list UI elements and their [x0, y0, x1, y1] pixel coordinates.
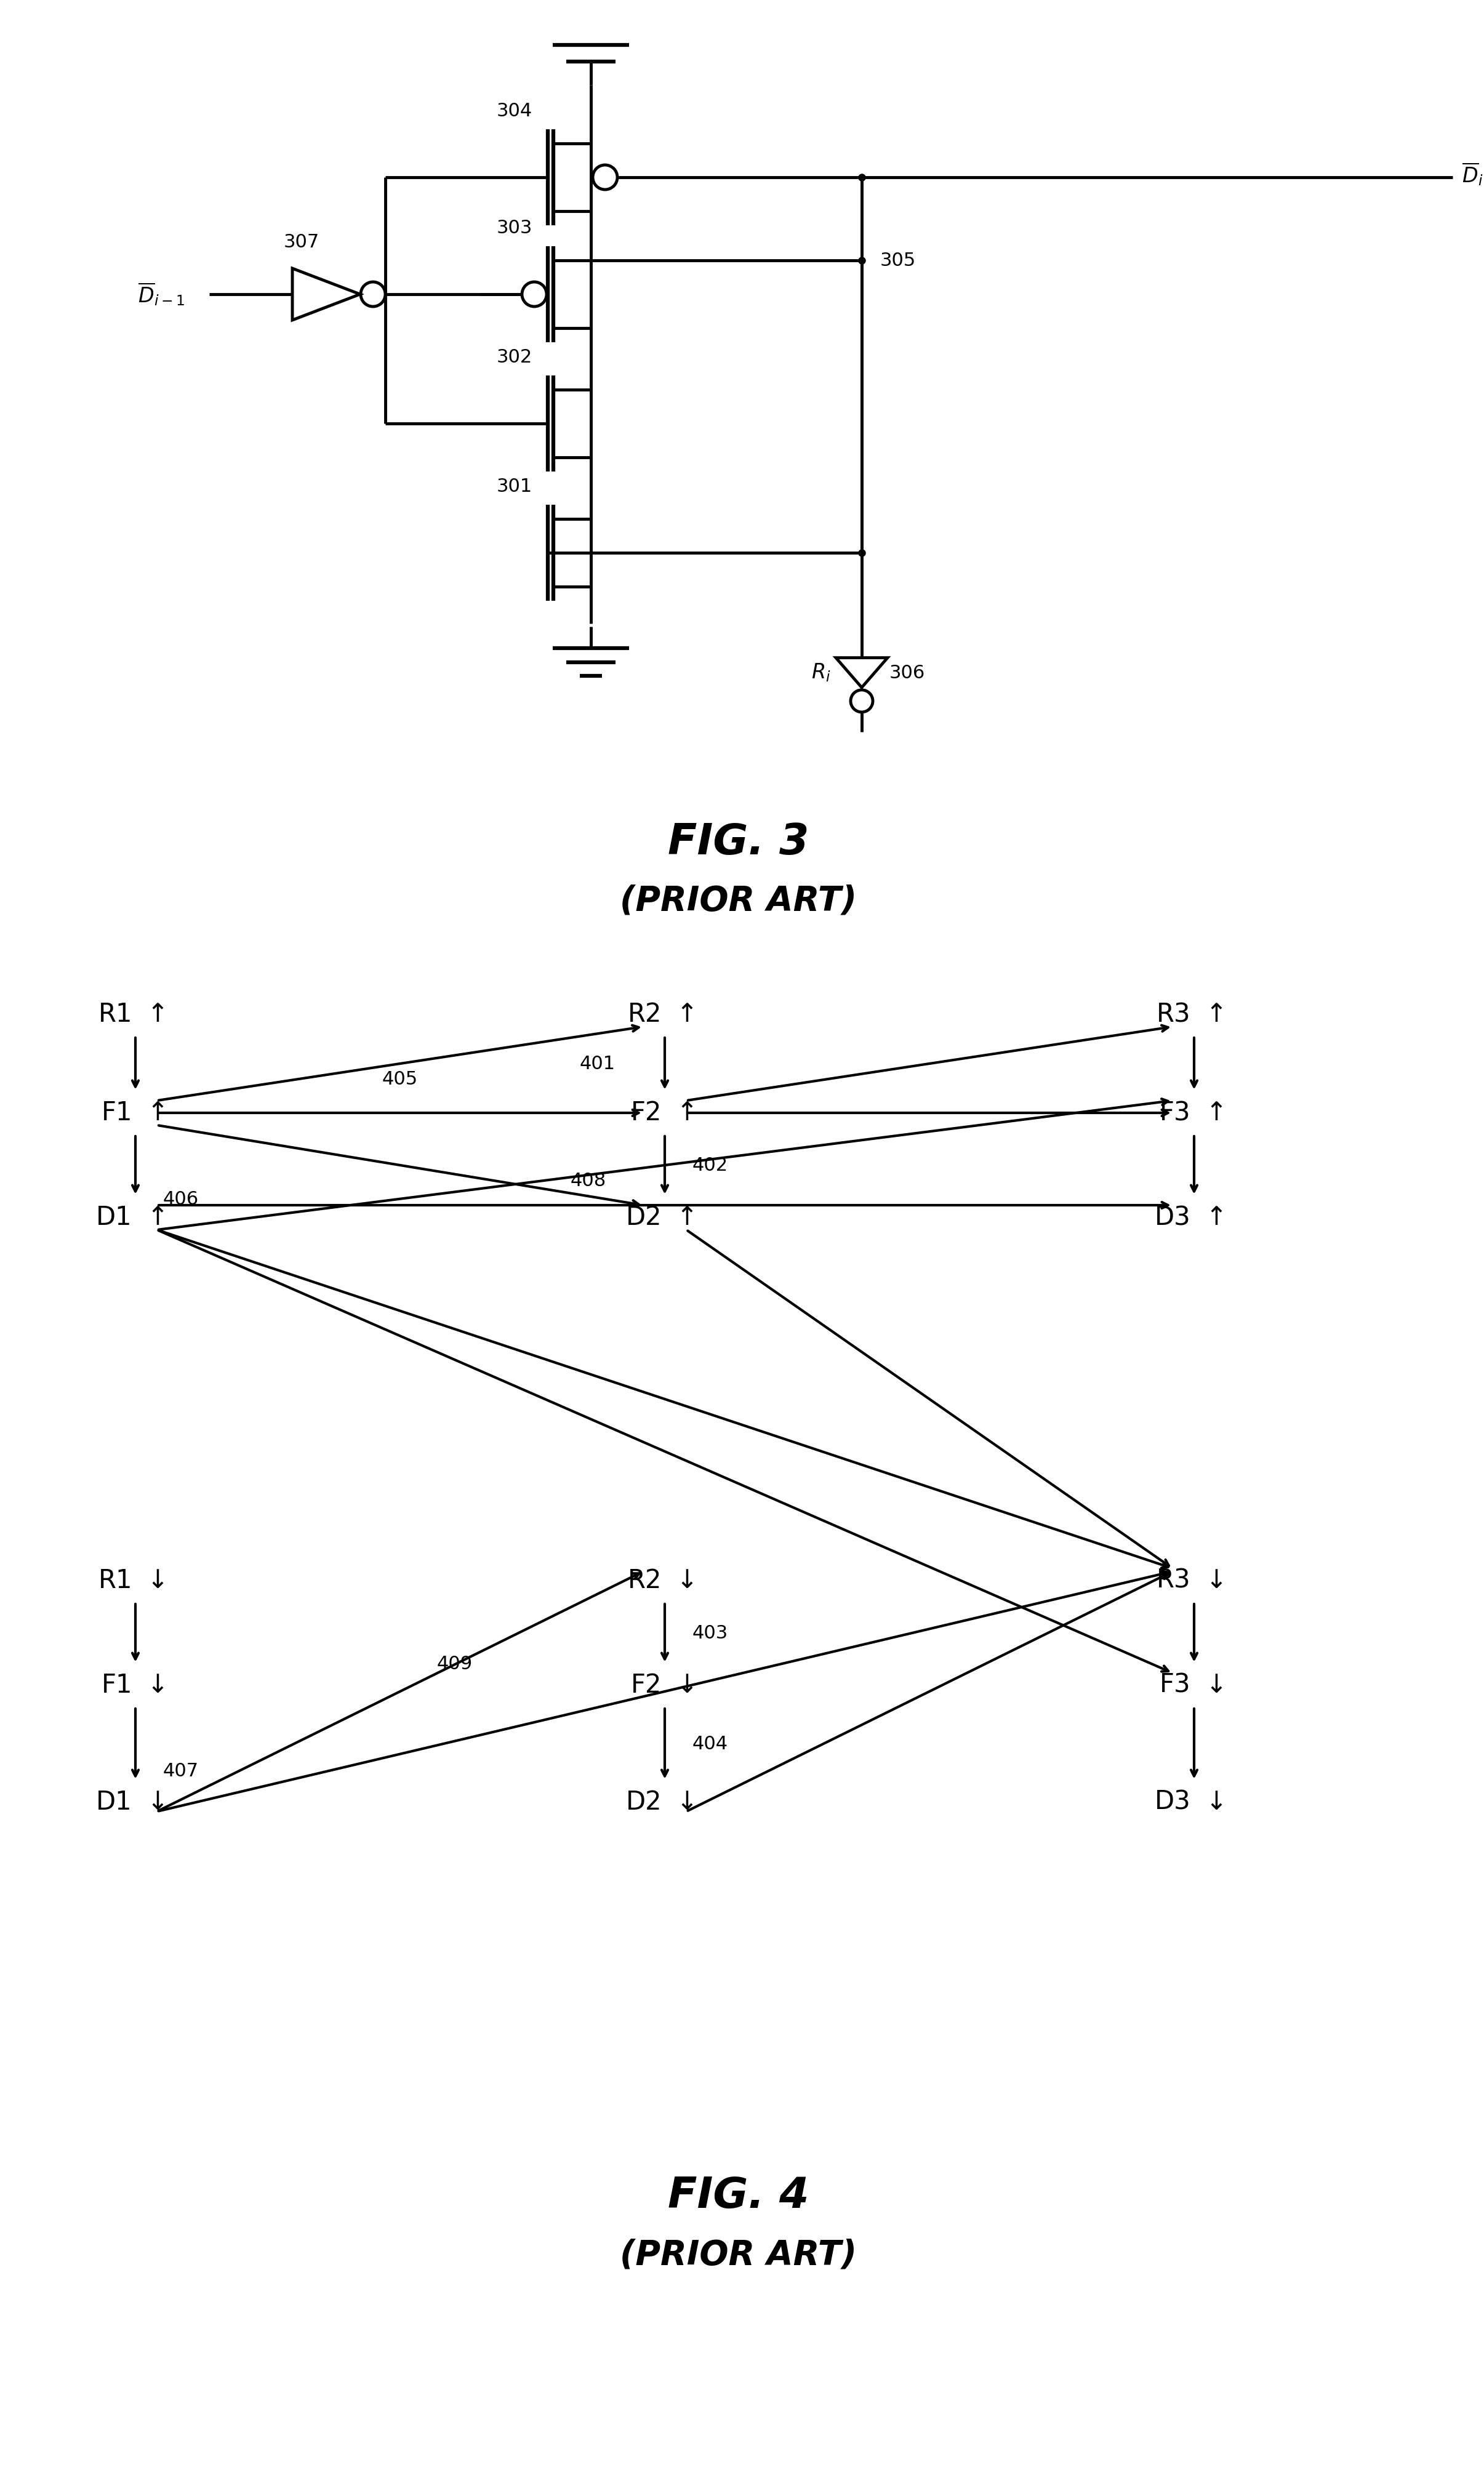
Text: R2: R2 — [628, 1567, 662, 1594]
Text: R1: R1 — [98, 1567, 132, 1594]
Text: F2: F2 — [631, 1100, 662, 1125]
Text: $R_i$: $R_i$ — [812, 661, 831, 683]
Text: 406: 406 — [163, 1189, 199, 1209]
Text: (PRIOR ART): (PRIOR ART) — [620, 2238, 858, 2272]
Circle shape — [522, 281, 546, 306]
Text: D2: D2 — [626, 1789, 662, 1816]
Text: 306: 306 — [889, 664, 925, 681]
Text: $\overline{D}_{i+1}$: $\overline{D}_{i+1}$ — [1462, 160, 1484, 187]
Text: 402: 402 — [693, 1157, 729, 1174]
Text: F3: F3 — [1160, 1673, 1192, 1697]
Text: R1: R1 — [98, 1002, 132, 1026]
Text: ↓: ↓ — [1205, 1567, 1227, 1594]
Text: ↓: ↓ — [675, 1567, 697, 1594]
Text: ↑: ↑ — [675, 1204, 697, 1231]
Text: F2: F2 — [631, 1673, 662, 1697]
Text: ↓: ↓ — [675, 1789, 697, 1816]
Text: ↑: ↑ — [147, 1204, 168, 1231]
Text: 401: 401 — [580, 1056, 616, 1073]
Text: R3: R3 — [1158, 1002, 1192, 1026]
Text: $\overline{D}_{i-1}$: $\overline{D}_{i-1}$ — [138, 281, 184, 308]
Text: F3: F3 — [1160, 1100, 1192, 1125]
Text: ↓: ↓ — [147, 1567, 168, 1594]
Text: D1: D1 — [96, 1204, 132, 1231]
Text: ↑: ↑ — [1205, 1204, 1227, 1231]
Text: 304: 304 — [497, 101, 533, 121]
Text: D2: D2 — [626, 1204, 662, 1231]
Text: FIG. 4: FIG. 4 — [668, 2176, 809, 2218]
Text: F1: F1 — [101, 1673, 132, 1697]
Text: ↓: ↓ — [675, 1673, 697, 1697]
Text: ↑: ↑ — [147, 1002, 168, 1026]
Text: ↑: ↑ — [1205, 1002, 1227, 1026]
Text: ↑: ↑ — [147, 1100, 168, 1125]
Text: 407: 407 — [163, 1761, 199, 1781]
Text: ↓: ↓ — [147, 1673, 168, 1697]
Polygon shape — [835, 659, 887, 688]
Circle shape — [592, 165, 617, 190]
Text: 302: 302 — [497, 348, 533, 365]
Circle shape — [850, 691, 873, 713]
Text: R2: R2 — [628, 1002, 662, 1026]
Text: D1: D1 — [96, 1789, 132, 1816]
Text: FIG. 3: FIG. 3 — [668, 822, 809, 863]
Polygon shape — [292, 269, 361, 321]
Text: 409: 409 — [436, 1655, 473, 1673]
Text: 305: 305 — [880, 252, 916, 269]
Text: ↓: ↓ — [1205, 1673, 1227, 1697]
Text: F1: F1 — [101, 1100, 132, 1125]
Text: D3: D3 — [1155, 1789, 1192, 1816]
Text: ↑: ↑ — [675, 1100, 697, 1125]
Text: 301: 301 — [497, 479, 533, 496]
Text: 303: 303 — [497, 220, 533, 237]
Text: ↑: ↑ — [675, 1002, 697, 1026]
Text: ↓: ↓ — [1205, 1789, 1227, 1816]
Text: 405: 405 — [383, 1071, 418, 1088]
Text: R3: R3 — [1158, 1567, 1192, 1594]
Text: 404: 404 — [693, 1734, 729, 1752]
Text: 408: 408 — [570, 1172, 607, 1189]
Text: ↑: ↑ — [1205, 1100, 1227, 1125]
Text: D3: D3 — [1155, 1204, 1192, 1231]
Text: (PRIOR ART): (PRIOR ART) — [620, 883, 858, 918]
Text: ↓: ↓ — [147, 1789, 168, 1816]
Text: 307: 307 — [283, 234, 319, 252]
Circle shape — [361, 281, 386, 306]
Text: 403: 403 — [693, 1623, 729, 1643]
